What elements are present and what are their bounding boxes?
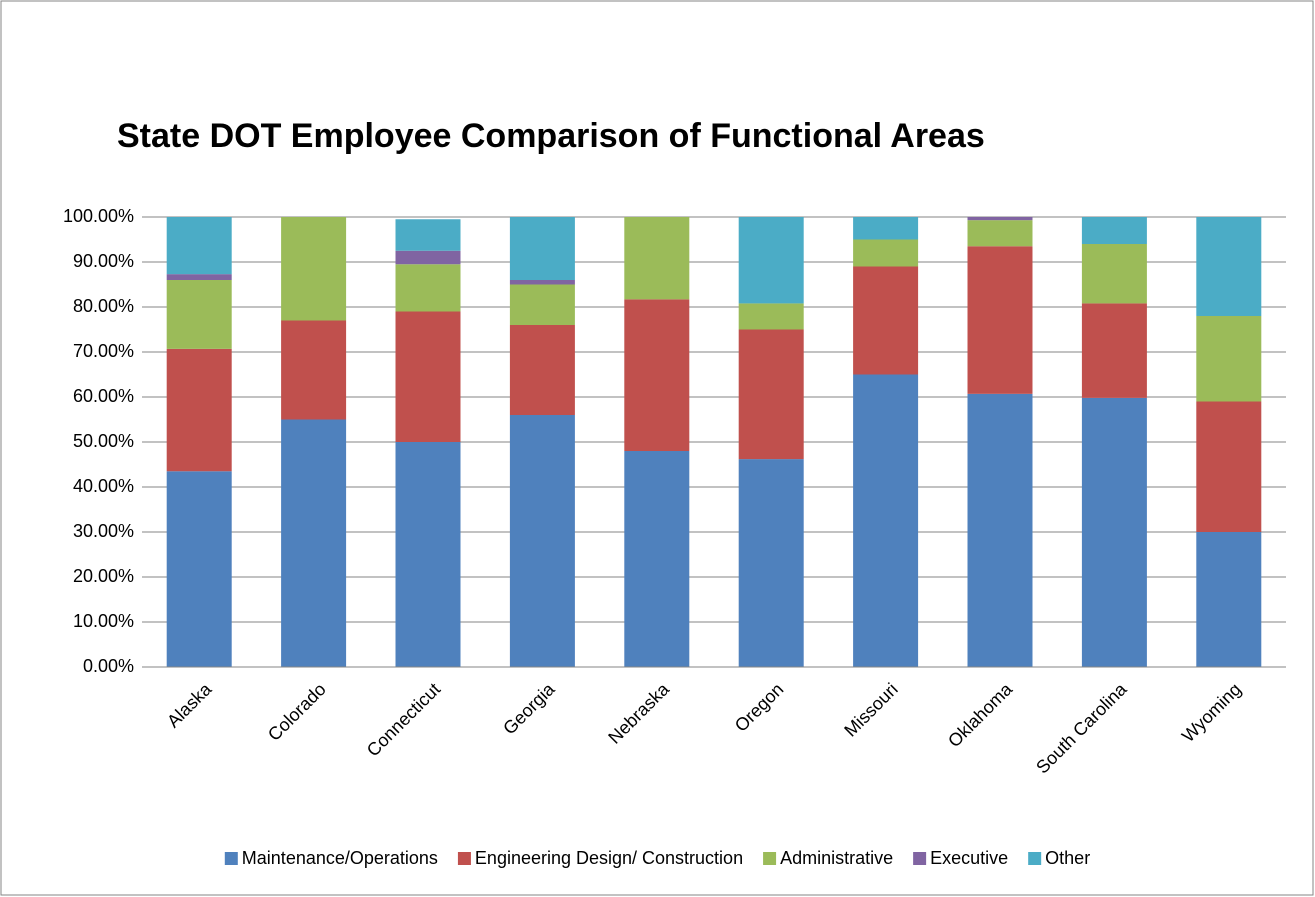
legend-swatch	[763, 852, 777, 865]
bar-segment	[738, 459, 804, 667]
legend: Maintenance/Operations Engineering Design…	[224, 848, 1090, 868]
bar-segment	[1196, 316, 1262, 402]
legend-label: Other	[1045, 848, 1090, 868]
bar-segment	[509, 284, 575, 325]
bar-segment	[509, 325, 575, 415]
bar-segment	[395, 219, 461, 251]
y-tick-label: 0.00%	[83, 656, 134, 676]
bar-segment	[853, 239, 919, 267]
y-tick-label: 40.00%	[73, 476, 134, 496]
bar-segment	[1081, 397, 1147, 667]
bar-segment	[509, 217, 575, 280]
bar-segment	[1196, 401, 1262, 532]
bar-segment	[395, 264, 461, 312]
bar-segment	[624, 451, 690, 667]
bar-segment	[624, 217, 690, 300]
bar-segment	[1196, 532, 1262, 667]
bar-segment	[395, 442, 461, 667]
y-tick-label: 30.00%	[73, 521, 134, 541]
bar-segment	[166, 274, 232, 280]
bar-segment	[1081, 244, 1147, 304]
y-tick-label: 20.00%	[73, 566, 134, 586]
y-tick-label: 50.00%	[73, 431, 134, 451]
legend-swatch	[1028, 852, 1042, 865]
legend-label: Administrative	[780, 848, 893, 868]
bar-segment	[509, 415, 575, 667]
legend-swatch	[224, 852, 238, 865]
bar-segment	[281, 217, 347, 321]
bar-segment	[624, 299, 690, 451]
y-tick-label: 80.00%	[73, 296, 134, 316]
bar-segment	[166, 217, 232, 275]
bar-segment	[738, 329, 804, 460]
y-tick-label: 10.00%	[73, 611, 134, 631]
y-tick-label: 90.00%	[73, 251, 134, 271]
legend-label: Maintenance/Operations	[242, 848, 438, 868]
legend-swatch	[913, 852, 927, 865]
y-tick-label: 70.00%	[73, 341, 134, 361]
bar-segment	[738, 303, 804, 330]
bar-segment	[166, 471, 232, 667]
bar-segment	[967, 220, 1033, 247]
bar-segment	[853, 374, 919, 667]
bar-segment	[853, 217, 919, 240]
bar-segment	[166, 280, 232, 349]
legend-swatch	[457, 852, 471, 865]
bar-segment	[509, 280, 575, 285]
bar-segment	[1196, 217, 1262, 316]
bar-segment	[1081, 303, 1147, 398]
bar-segment	[967, 246, 1033, 394]
legend-label: Executive	[930, 848, 1008, 868]
bar-segment	[395, 311, 461, 442]
bar-segment	[738, 217, 804, 304]
bar-segment	[166, 348, 232, 472]
y-tick-label: 60.00%	[73, 386, 134, 406]
bar-segment	[281, 419, 347, 667]
bar-segment	[395, 250, 461, 265]
bar-segment	[853, 266, 919, 375]
legend-label: Engineering Design/ Construction	[475, 848, 743, 868]
bar-segment	[967, 393, 1033, 667]
y-tick-label: 100.00%	[63, 206, 134, 226]
bar-segment	[281, 320, 347, 420]
chart-title: State DOT Employee Comparison of Functio…	[117, 117, 985, 155]
bar-segment	[1081, 217, 1147, 244]
bar-segment	[967, 217, 1033, 221]
